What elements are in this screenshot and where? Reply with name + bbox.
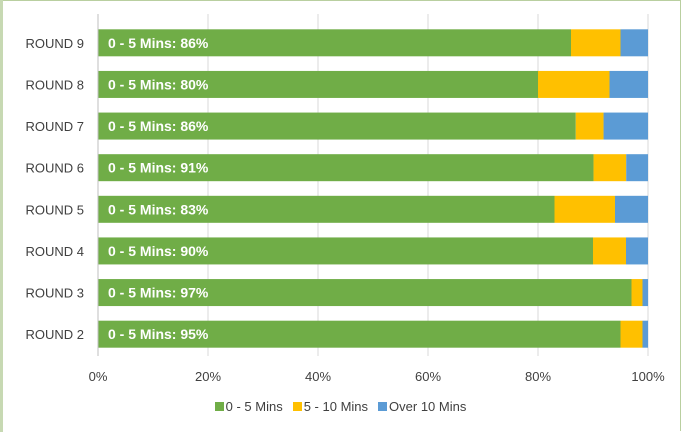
x-tick-label: 0% <box>89 369 108 384</box>
bar-segment-0-5-mins <box>98 29 571 57</box>
bar-segment-5-10-mins <box>593 154 627 182</box>
bar-segment-0-5-mins <box>98 195 555 223</box>
bar-segment-0-5-mins <box>98 70 538 98</box>
x-tick-label: 80% <box>525 369 551 384</box>
bar-segment-over-10-mins <box>603 112 648 140</box>
bar-segment-5-10-mins <box>554 195 615 223</box>
bar-segment-5-10-mins <box>631 279 643 307</box>
chart-legend: 0 - 5 Mins 5 - 10 Mins Over 10 Mins <box>0 399 681 414</box>
bar-segment-5-10-mins <box>575 112 604 140</box>
data-label: 0 - 5 Mins: 91% <box>108 160 209 176</box>
legend-label: Over 10 Mins <box>389 399 467 414</box>
x-tick-label: 100% <box>631 369 665 384</box>
bar-segment-over-10-mins <box>609 70 648 98</box>
x-tick-label: 60% <box>415 369 441 384</box>
bar-segment-over-10-mins <box>620 29 648 57</box>
legend-swatch <box>292 402 302 411</box>
bar-segment-5-10-mins <box>620 320 643 348</box>
category-label: ROUND 8 <box>25 77 84 92</box>
legend-label: 5 - 10 Mins <box>303 399 369 414</box>
bar-segment-over-10-mins <box>626 154 648 182</box>
bar-segment-0-5-mins <box>98 237 593 265</box>
bar-segment-0-5-mins <box>98 279 632 307</box>
frame-edge <box>0 0 3 432</box>
bar-segment-over-10-mins <box>642 279 648 307</box>
category-label: ROUND 2 <box>25 327 84 342</box>
data-label: 0 - 5 Mins: 90% <box>108 243 209 259</box>
category-label: ROUND 6 <box>25 161 84 176</box>
bar-segment-5-10-mins <box>538 70 610 98</box>
bar-segment-0-5-mins <box>98 112 576 140</box>
legend-swatch <box>214 402 224 411</box>
stacked-bar-chart: ROUND 9 0 - 5 Mins: 86% ROUND 8 0 - 5 Mins:… <box>25 14 665 384</box>
data-label: 0 - 5 Mins: 95% <box>108 326 209 342</box>
bar-segment-5-10-mins <box>571 29 621 57</box>
legend-label: 0 - 5 Mins <box>225 399 283 414</box>
legend-item: 0 - 5 Mins <box>214 399 283 414</box>
x-tick-label: 20% <box>195 369 221 384</box>
bar-segment-0-5-mins <box>98 154 594 182</box>
bar-segment-0-5-mins <box>98 320 621 348</box>
category-label: ROUND 9 <box>25 36 84 51</box>
data-label: 0 - 5 Mins: 97% <box>108 285 209 301</box>
bar-segment-over-10-mins <box>642 320 648 348</box>
category-label: ROUND 4 <box>25 244 84 259</box>
data-label: 0 - 5 Mins: 86% <box>108 118 209 134</box>
data-label: 0 - 5 Mins: 83% <box>108 201 209 217</box>
category-label: ROUND 7 <box>25 119 84 134</box>
bar-segment-over-10-mins <box>626 237 648 265</box>
legend-swatch <box>378 402 388 411</box>
bar-segment-5-10-mins <box>593 237 626 265</box>
x-tick-label: 40% <box>305 369 331 384</box>
legend-item: 5 - 10 Mins <box>292 399 369 414</box>
category-label: ROUND 3 <box>25 286 84 301</box>
category-label: ROUND 5 <box>25 202 84 217</box>
legend-item: Over 10 Mins <box>378 399 466 414</box>
bar-segment-over-10-mins <box>615 195 648 223</box>
data-label: 0 - 5 Mins: 86% <box>108 35 209 51</box>
data-label: 0 - 5 Mins: 80% <box>108 76 209 92</box>
